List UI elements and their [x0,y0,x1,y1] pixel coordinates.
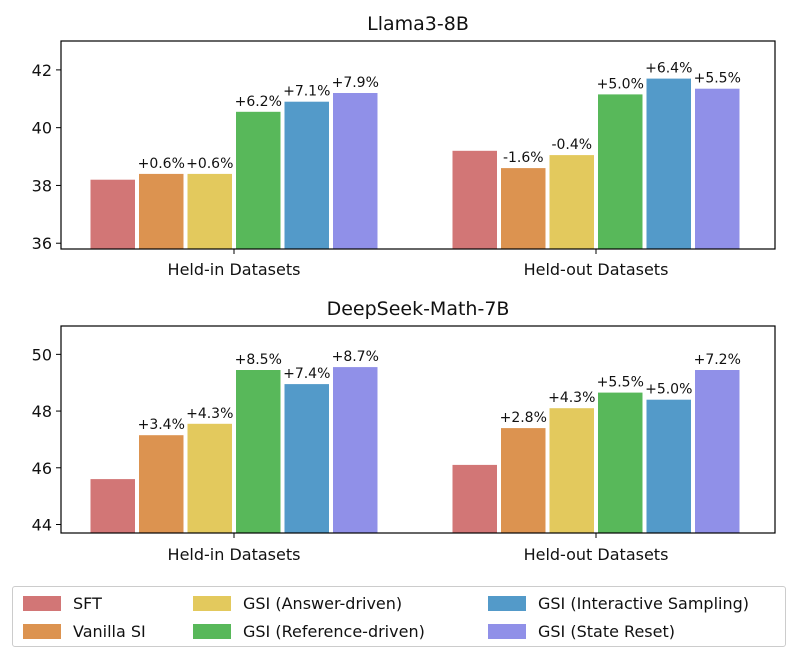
x-tick-label: Held-out Datasets [524,260,669,279]
bar-value-label: +5.0% [645,382,692,398]
x-tick-label: Held-in Datasets [168,545,301,564]
legend-label: GSI (State Reset) [538,621,675,641]
legend-label: GSI (Answer-driven) [243,593,403,613]
legend-item-sft: SFT [23,592,102,614]
y-tick-label: 50 [32,345,52,364]
bar [646,78,691,249]
plot-frame [60,325,776,534]
bar-value-label: -0.4% [551,137,592,153]
legend-item-gsi-interactive-sampling: GSI (Interactive Sampling) [488,592,749,614]
bar [90,479,135,533]
bar [695,88,740,249]
bar [549,155,594,249]
legend-label: Vanilla SI [73,621,146,641]
y-tick-label: 48 [32,402,52,421]
bar [284,101,329,249]
legend-swatch [193,595,231,611]
bar [452,150,497,249]
y-tick-label: 42 [32,61,52,80]
bar [598,94,643,250]
bar [333,367,378,533]
bar-value-label: +7.9% [332,75,379,91]
bar-value-label: +7.2% [694,352,741,368]
y-tick-label: 38 [32,176,52,195]
bar [549,408,594,533]
chart-title: DeepSeek-Math-7B [327,298,510,320]
legend-swatch [488,623,526,639]
legend-swatch [488,595,526,611]
legend-label: SFT [73,593,102,613]
bar-value-label: +4.3% [186,406,233,422]
x-tick-label: Held-in Datasets [168,260,301,279]
bar-value-label: +8.7% [332,349,379,365]
bar-value-label: +7.1% [283,84,330,100]
bar [695,370,740,533]
chart-title: Llama3-8B [367,13,469,35]
legend-label: GSI (Reference-driven) [243,621,425,641]
bar-value-label: +5.5% [694,71,741,87]
plot-frame [60,40,776,250]
legend-swatch [23,595,61,611]
bar [236,111,281,249]
bar [501,428,546,533]
legend-item-vanilla-si: Vanilla SI [23,620,146,642]
bar-value-label: +5.0% [597,76,644,92]
bar [139,173,184,249]
bar [646,399,691,533]
legend-item-gsi-state-reset: GSI (State Reset) [488,620,675,642]
bar-value-label: +7.4% [283,366,330,382]
bar [187,423,232,533]
bar [452,464,497,533]
x-tick-label: Held-out Datasets [524,545,669,564]
bar [90,179,135,249]
bar [139,435,184,533]
bar [284,384,329,533]
bar-value-label: +5.5% [597,375,644,391]
y-tick-label: 46 [32,459,52,478]
bar [236,370,281,533]
bar [598,392,643,533]
bar-value-label: +0.6% [138,156,185,172]
bar [187,173,232,249]
bar-value-label: +0.6% [186,156,233,172]
y-tick-label: 44 [32,515,52,534]
legend-label: GSI (Interactive Sampling) [538,593,750,613]
bar-value-label: -1.6% [503,150,544,166]
charts-svg: Llama3-8B +0.6% +0.6% +6.2%+7.1%+7.9% Held-i… [32,13,776,564]
bar-value-label: +8.5% [235,352,282,368]
bar [501,168,546,249]
legend-item-gsi-reference-driven: GSI (Reference-driven) [193,620,425,642]
bar-value-label: +3.4% [138,417,185,433]
y-tick-label: 36 [32,234,52,253]
legend-swatch [193,623,231,639]
legend: SFT Vanilla SI GSI (Answer-driven) GSI (… [12,586,786,647]
bar-value-label: +2.8% [500,410,547,426]
bar-value-label: +6.2% [235,94,282,110]
bar-value-label: +6.4% [645,61,692,77]
legend-item-gsi-answer-driven: GSI (Answer-driven) [193,592,402,614]
legend-swatch [23,623,61,639]
bar [333,93,378,249]
bar-value-label: +4.3% [548,390,595,406]
y-tick-label: 40 [32,119,52,138]
